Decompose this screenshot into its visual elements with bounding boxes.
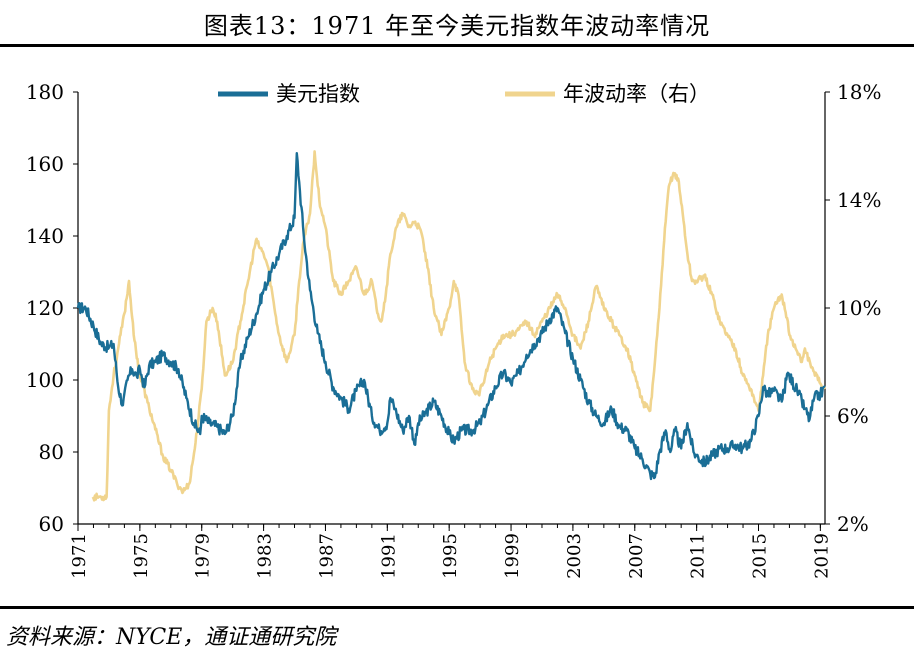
y-left-tick-label: 180 — [26, 80, 64, 104]
title-rule — [0, 44, 914, 47]
x-tick-label: 1979 — [193, 533, 214, 579]
x-tick-label: 2015 — [749, 533, 770, 579]
y-right-tick-label: 14% — [837, 188, 881, 212]
footer-rule — [0, 606, 914, 609]
y-right-tick-label: 18% — [837, 80, 881, 104]
y-left-tick-label: 100 — [26, 368, 64, 392]
x-tick-label: 1975 — [131, 533, 152, 579]
chart-axes: 60 80 100 120 140 160 180 2% 6% 10% 14% 18% 1971 1975… — [26, 80, 882, 579]
x-tick-label: 1991 — [378, 533, 399, 579]
legend-label-1: 年波动率（右） — [563, 82, 710, 106]
x-tick-label: 1987 — [316, 533, 337, 579]
x-tick-label: 2011 — [688, 533, 709, 579]
y-left-tick-label: 160 — [26, 152, 64, 176]
series-layer — [76, 150, 827, 502]
y-left-tick-label: 80 — [39, 440, 64, 464]
x-tick-label: 2003 — [564, 533, 585, 579]
x-tick-label: 1983 — [255, 533, 276, 579]
y-right-tick-label: 10% — [837, 296, 881, 320]
x-tick-label: 2007 — [626, 533, 647, 579]
y-left-tick-label: 60 — [39, 512, 64, 536]
y-left-tick-label: 140 — [26, 224, 64, 248]
x-tick-label: 2019 — [811, 533, 832, 579]
y-left-tick-label: 120 — [26, 296, 64, 320]
y-right-tick-label: 6% — [837, 404, 869, 428]
series-line-0 — [76, 152, 826, 481]
x-tick-label: 1999 — [502, 533, 523, 579]
page-title: 图表13：1971 年至今美元指数年波动率情况 — [203, 12, 711, 40]
x-tick-label: 1971 — [69, 533, 90, 579]
legend: 美元指数 年波动率（右） — [218, 82, 710, 106]
x-tick-label: 1995 — [440, 533, 461, 579]
source-note: 资料来源：NYCE，通证通研究院 — [6, 625, 337, 650]
series-line-1 — [91, 150, 827, 502]
y-right-tick-label: 2% — [837, 512, 869, 536]
legend-label-0: 美元指数 — [276, 82, 360, 106]
